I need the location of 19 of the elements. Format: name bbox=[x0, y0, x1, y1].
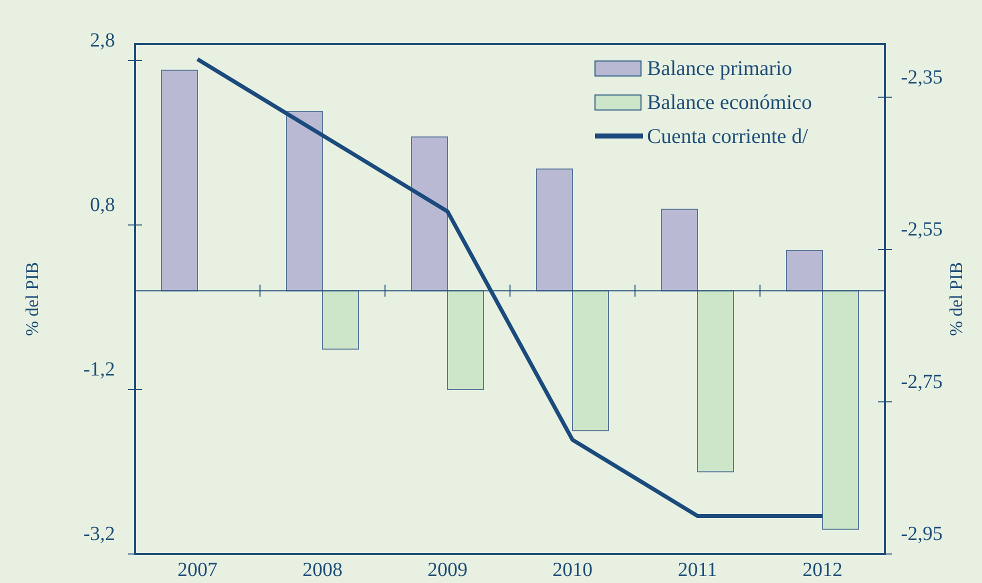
y2-tick-label: -2,95 bbox=[901, 523, 943, 545]
legend-label: Cuenta corriente d/ bbox=[647, 124, 808, 148]
x-tick-label: 2009 bbox=[428, 559, 468, 581]
y-tick-label: -3,2 bbox=[83, 523, 115, 545]
x-tick-label: 2011 bbox=[678, 559, 718, 581]
y2-axis-title: % del PIB bbox=[946, 262, 966, 336]
legend-label: Balance económico bbox=[647, 90, 812, 114]
y2-tick-label: -2,35 bbox=[901, 66, 943, 88]
y2-tick-label: -2,75 bbox=[901, 370, 943, 393]
x-tick-label: 2008 bbox=[302, 559, 342, 581]
legend-label: Balance primario bbox=[647, 56, 792, 80]
y-axis-title: % del PIB bbox=[22, 262, 42, 336]
x-tick-label: 2012 bbox=[802, 559, 842, 581]
x-tick-label: 2007 bbox=[178, 559, 218, 581]
y-tick-label: 2,8 bbox=[90, 29, 115, 52]
y2-tick-label: -2,55 bbox=[901, 218, 943, 241]
y-tick-label: 0,8 bbox=[90, 194, 115, 216]
x-tick-label: 2010 bbox=[552, 559, 592, 581]
y-tick-label: -1,2 bbox=[83, 358, 115, 380]
